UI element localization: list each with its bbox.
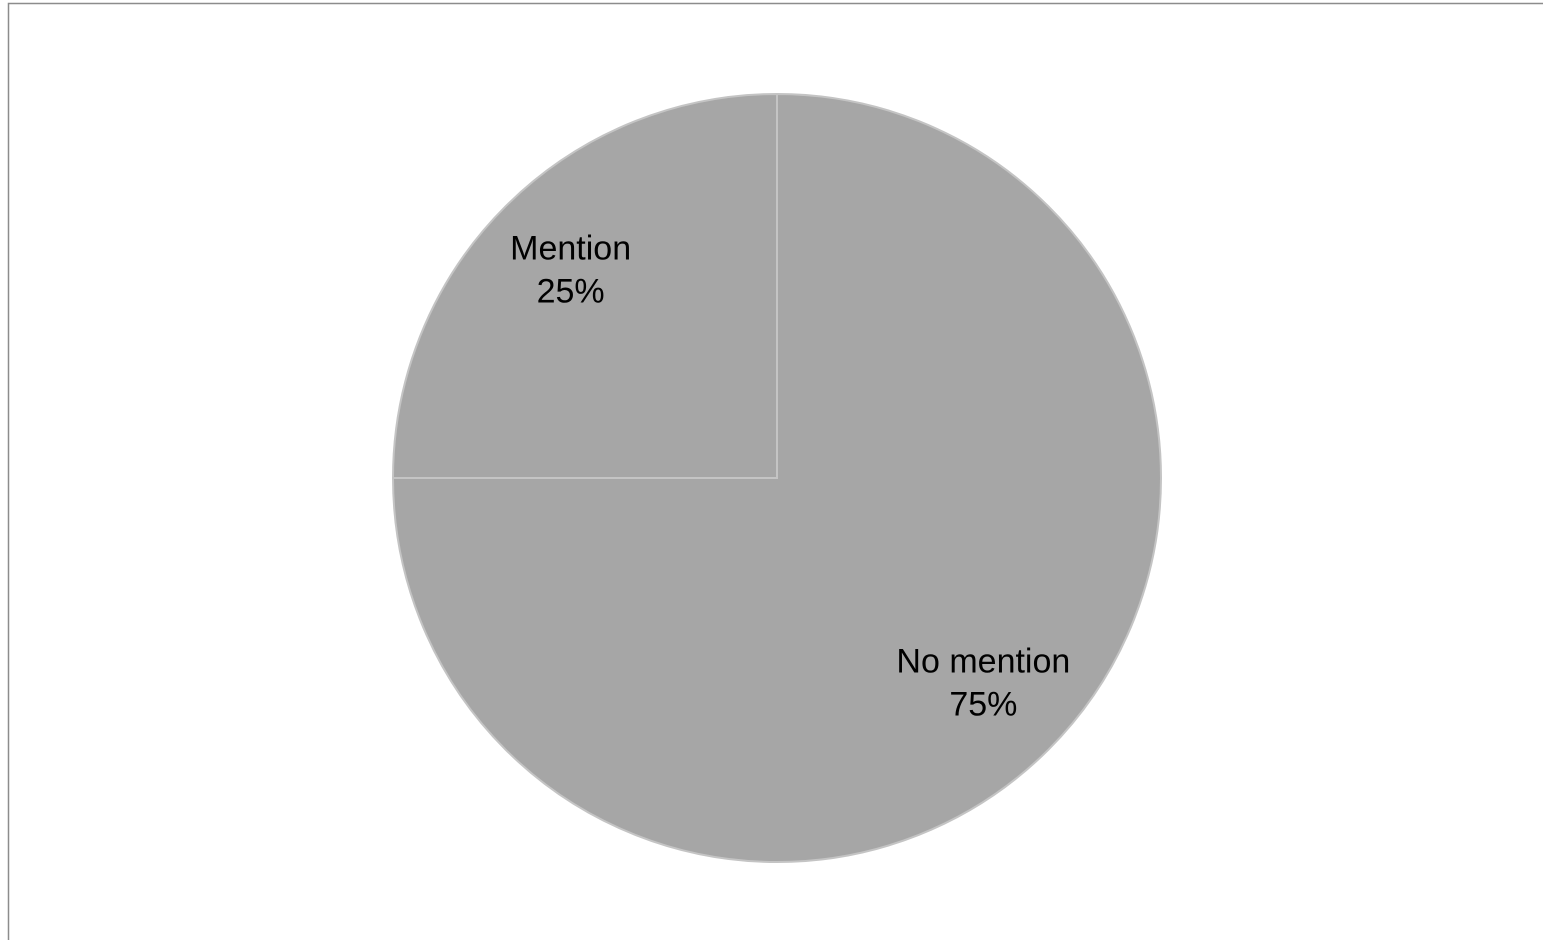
value-label: 25%: [537, 273, 605, 311]
slice-label: No mention: [896, 642, 1070, 680]
pie-slice: [391, 92, 778, 479]
value-label: 75%: [949, 685, 1017, 723]
slice-label: Mention: [510, 230, 631, 268]
